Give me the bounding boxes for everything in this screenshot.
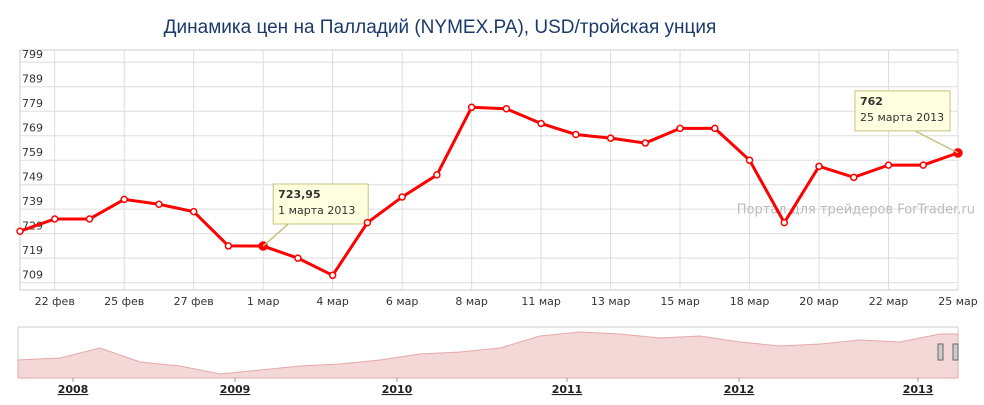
tooltip-date: 1 марта 2013 — [278, 204, 355, 217]
navigator-area — [17, 331, 959, 379]
x-tick-label: 15 мар — [660, 295, 700, 308]
x-tick-label: 1 мар — [247, 295, 280, 308]
point — [328, 271, 337, 280]
y-tick-label: 759 — [22, 146, 43, 159]
point — [120, 195, 128, 204]
point — [884, 161, 893, 169]
point — [467, 103, 476, 112]
tooltip-date: 25 марта 2013 — [860, 111, 944, 124]
y-tick-label: 749 — [22, 171, 43, 184]
point — [189, 207, 198, 216]
chart-title: Динамика цен на Палладий (NYMEX.PA), USD… — [164, 17, 717, 38]
navigator-label: 2009 — [220, 383, 251, 396]
x-tick-label: 25 мар — [938, 295, 978, 308]
tooltip-pointer — [262, 223, 289, 247]
x-tick-label: 6 мар — [386, 295, 419, 308]
point — [745, 156, 754, 164]
point — [398, 193, 406, 201]
y-tick-label: 719 — [22, 244, 43, 257]
point — [572, 130, 580, 139]
navigator — [17, 326, 959, 379]
point — [711, 124, 719, 133]
point — [363, 218, 372, 227]
x-tick-label: 22 мар — [869, 295, 909, 308]
x-tick-label: 11 мар — [521, 295, 561, 308]
point — [85, 215, 94, 223]
tooltip-pointer — [914, 130, 959, 154]
point — [815, 162, 823, 171]
point — [294, 254, 302, 262]
y-tick-label: 739 — [22, 195, 43, 208]
navigator-handle[interactable] — [937, 343, 944, 361]
point — [780, 218, 789, 227]
point — [16, 227, 24, 235]
point — [919, 161, 928, 169]
y-tick-label: 779 — [22, 97, 43, 110]
point — [50, 215, 59, 223]
y-tick-label: 789 — [22, 73, 43, 86]
point — [224, 242, 233, 250]
navigator-label: 2008 — [58, 383, 89, 396]
point — [641, 139, 650, 147]
navigator-handle[interactable] — [952, 343, 959, 361]
x-tick-label: 8 мар — [455, 295, 488, 308]
tooltip — [854, 90, 951, 132]
line — [19, 105, 959, 278]
y-tick-label: 709 — [22, 269, 43, 282]
point — [850, 173, 858, 182]
x-tick-label: 4 мар — [316, 295, 349, 308]
x-tick-label: 27 фев — [174, 295, 214, 308]
point — [606, 134, 615, 142]
watermark: Портал для трейдеров ForTrader.ru — [737, 203, 975, 218]
tooltip-value: 762 — [860, 95, 883, 108]
point — [155, 200, 163, 209]
navigator-label: 2010 — [382, 383, 413, 396]
point — [537, 119, 545, 128]
x-tick-label: 22 фев — [35, 295, 75, 308]
point — [502, 105, 511, 113]
navigator-label: 2011 — [552, 383, 583, 396]
y-tick-label: 799 — [22, 48, 43, 61]
x-tick-label: 18 мар — [730, 295, 770, 308]
x-tick-label: 25 фев — [104, 295, 144, 308]
point — [676, 124, 684, 133]
y-tick-label: 769 — [22, 122, 43, 135]
tooltip-value: 723,95 — [278, 188, 320, 201]
navigator-label: 2012 — [724, 383, 755, 396]
point — [433, 171, 441, 179]
x-tick-label: 13 мар — [591, 295, 631, 308]
x-tick-label: 20 мар — [799, 295, 839, 308]
navigator-label: 2013 — [903, 383, 934, 396]
